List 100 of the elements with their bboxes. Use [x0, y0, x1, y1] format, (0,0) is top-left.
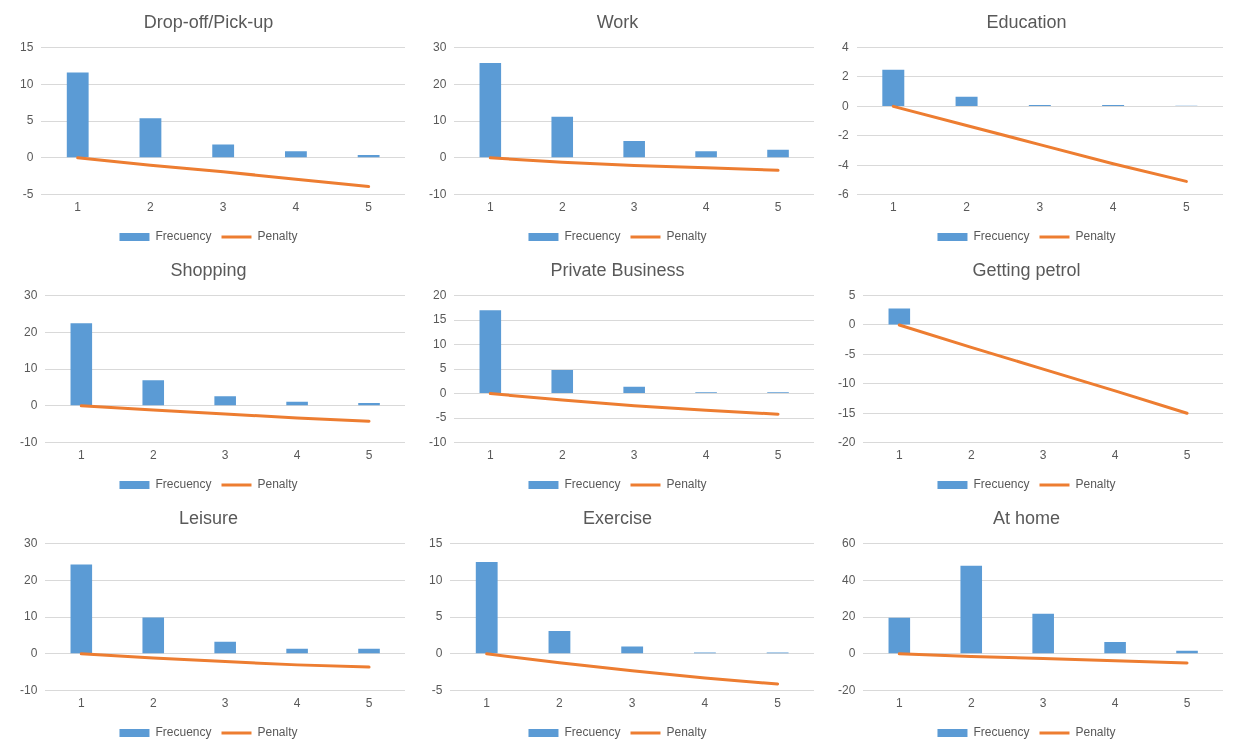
- chart-title: At home: [992, 507, 1061, 528]
- bar: [955, 96, 978, 106]
- x-tick-label: 4: [293, 696, 301, 711]
- y-tick-label: 5: [848, 287, 856, 302]
- bar: [212, 144, 235, 158]
- x-tick-label: 4: [1109, 200, 1117, 215]
- x-tick-label: 1: [895, 696, 903, 711]
- bar: [70, 564, 93, 654]
- legend-label: Penalty: [257, 477, 298, 492]
- y-tick-label: -5: [431, 682, 443, 697]
- bar: [214, 396, 236, 406]
- y-tick-label: -10: [429, 186, 447, 201]
- bar: [623, 140, 645, 158]
- x-tick-label: 4: [293, 448, 301, 463]
- y-tick-label: 10: [23, 361, 38, 376]
- x-tick-label: 1: [895, 448, 903, 463]
- y-tick-label: 4: [841, 39, 849, 54]
- chart-title: Work: [596, 11, 640, 32]
- y-tick-label: -5: [844, 346, 856, 361]
- x-tick-label: 3: [630, 448, 638, 463]
- x-tick-label: 2: [967, 696, 975, 711]
- x-tick-label: 5: [365, 200, 373, 215]
- legend-label: Frecuency: [564, 229, 621, 244]
- x-tick-label: 5: [1183, 448, 1191, 463]
- bar: [139, 118, 162, 158]
- x-tick-label: 2: [147, 200, 155, 215]
- x-tick-label: 4: [1111, 696, 1119, 711]
- bar: [548, 631, 571, 654]
- y-tick-label: 10: [428, 572, 443, 587]
- x-tick-label: 4: [1111, 448, 1119, 463]
- bar: [285, 151, 307, 158]
- x-tick-label: 1: [77, 448, 85, 463]
- bar: [1032, 613, 1054, 654]
- x-tick-label: 1: [889, 200, 897, 215]
- x-tick-label: 1: [483, 696, 491, 711]
- x-tick-label: 3: [219, 200, 227, 215]
- y-tick-label: 30: [432, 39, 447, 54]
- x-tick-label: 5: [365, 696, 373, 711]
- bar: [551, 116, 574, 158]
- chart-title: Drop-off/Pick-up: [143, 11, 274, 32]
- x-tick-label: 2: [558, 448, 566, 463]
- y-tick-label: 15: [19, 39, 34, 54]
- x-tick-label: 5: [774, 696, 782, 711]
- bar: [1104, 641, 1126, 654]
- x-tick-label: 1: [486, 448, 494, 463]
- y-tick-label: 15: [428, 535, 443, 550]
- y-tick-label: 0: [439, 385, 447, 400]
- bar: [623, 386, 645, 394]
- y-tick-label: 10: [432, 336, 447, 351]
- y-tick-label: 0: [439, 150, 447, 165]
- x-tick-label: 5: [1183, 200, 1191, 215]
- legend-label: Frecuency: [155, 229, 212, 244]
- y-tick-label: 0: [435, 646, 443, 661]
- bar: [142, 617, 165, 654]
- bar: [475, 561, 498, 654]
- y-tick-label: 30: [23, 287, 38, 302]
- legend-label: Penalty: [257, 229, 298, 244]
- y-tick-label: 5: [439, 361, 447, 376]
- y-tick-label: 20: [432, 287, 447, 302]
- chart-title: Education: [986, 11, 1067, 32]
- x-tick-label: 2: [149, 448, 157, 463]
- y-tick-label: 40: [841, 572, 856, 587]
- bar: [70, 323, 93, 406]
- x-tick-label: 3: [221, 448, 229, 463]
- x-tick-label: 2: [963, 200, 971, 215]
- x-tick-label: 5: [365, 448, 373, 463]
- y-tick-label: -5: [22, 186, 34, 201]
- x-tick-label: 2: [149, 696, 157, 711]
- legend-label: Frecuency: [155, 725, 212, 740]
- x-tick-label: 1: [77, 696, 85, 711]
- x-tick-label: 3: [628, 696, 636, 711]
- x-tick-label: 2: [967, 448, 975, 463]
- chart-title: Private Business: [550, 259, 685, 280]
- y-tick-label: -2: [838, 128, 849, 143]
- legend-label: Frecuency: [564, 477, 621, 492]
- chart-title: Exercise: [582, 507, 653, 528]
- x-tick-label: 1: [486, 200, 494, 215]
- x-tick-label: 4: [702, 200, 710, 215]
- x-tick-label: 2: [558, 200, 566, 215]
- bar: [551, 370, 574, 394]
- y-tick-label: -4: [838, 157, 849, 172]
- x-tick-label: 3: [1036, 200, 1044, 215]
- x-tick-label: 4: [292, 200, 300, 215]
- legend-label: Penalty: [1075, 725, 1116, 740]
- y-tick-label: 0: [26, 150, 34, 165]
- bar: [479, 63, 502, 158]
- chart-title: Leisure: [178, 507, 239, 528]
- legend-label: Frecuency: [564, 725, 621, 740]
- legend-label: Frecuency: [155, 477, 212, 492]
- bar: [767, 149, 789, 158]
- legend-label: Penalty: [666, 229, 707, 244]
- y-tick-label: -10: [20, 434, 38, 449]
- x-tick-label: 5: [774, 448, 782, 463]
- bar: [479, 310, 502, 394]
- y-tick-label: -20: [838, 434, 856, 449]
- y-tick-label: 0: [841, 98, 849, 113]
- x-tick-label: 2: [556, 696, 564, 711]
- legend-label: Frecuency: [973, 725, 1030, 740]
- x-tick-label: 3: [630, 200, 638, 215]
- y-tick-label: 60: [841, 535, 856, 550]
